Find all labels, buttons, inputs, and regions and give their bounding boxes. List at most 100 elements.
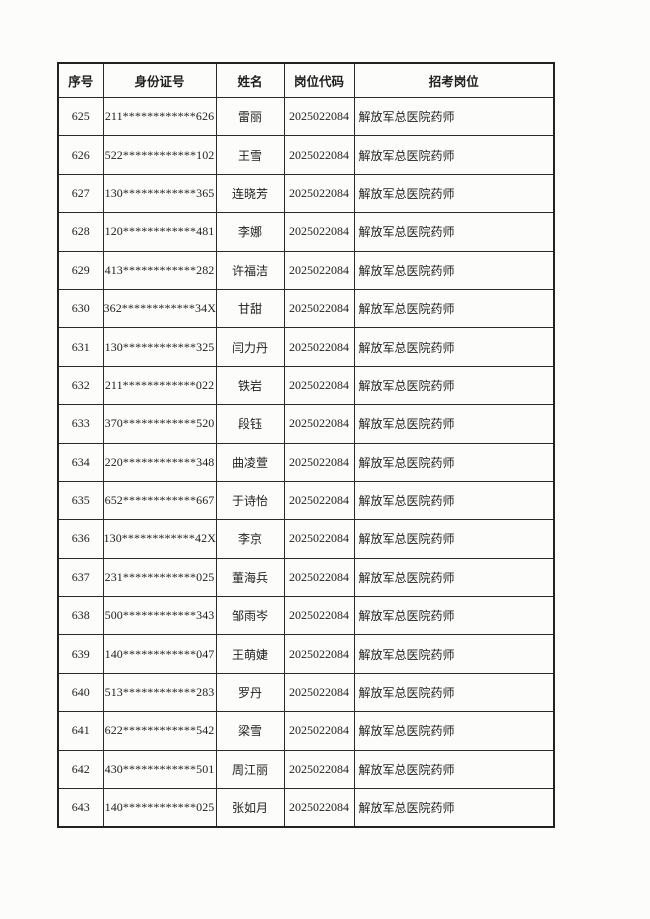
cell-job-code: 2025022084 <box>283 404 355 444</box>
cell-id-number: 430************501 <box>102 749 217 790</box>
cell-job-code: 2025022084 <box>283 365 355 406</box>
cell-serial: 635 <box>57 480 104 521</box>
cell-name: 周江丽 <box>215 749 285 790</box>
cell-job-code: 2025022084 <box>283 788 355 828</box>
cell-id-number: 140************025 <box>102 788 217 828</box>
table-header-row: 序号 身份证号 姓名 岗位代码 招考岗位 <box>57 62 555 98</box>
cell-serial: 633 <box>57 404 104 444</box>
cell-job-title: 解放军总医院药师 <box>353 365 555 406</box>
header-name: 姓名 <box>215 62 285 98</box>
cell-job-code: 2025022084 <box>283 519 355 559</box>
cell-job-title: 解放军总医院药师 <box>353 250 555 290</box>
cell-id-number: 362************34X <box>102 288 217 329</box>
cell-id-number: 413************282 <box>102 250 217 290</box>
cell-serial: 626 <box>57 135 104 175</box>
cell-job-title: 解放军总医院药师 <box>353 173 555 214</box>
cell-job-code: 2025022084 <box>283 442 355 482</box>
cell-serial: 632 <box>57 365 104 406</box>
cell-name: 连晓芳 <box>215 173 285 214</box>
cell-job-code: 2025022084 <box>283 327 355 367</box>
cell-name: 张如月 <box>215 788 285 828</box>
table-row: 640 513************283 罗丹 2025022084 解放军总医院药… <box>57 672 555 713</box>
cell-job-code: 2025022084 <box>283 672 355 713</box>
table-row: 641 622************542 梁雪 2025022084 解放军总医院药… <box>57 711 555 751</box>
cell-id-number: 130************325 <box>102 327 217 367</box>
cell-job-title: 解放军总医院药师 <box>353 442 555 482</box>
cell-job-code: 2025022084 <box>283 557 355 598</box>
table-row: 642 430************501 周江丽 2025022084 解放军总医院… <box>57 749 555 790</box>
cell-serial: 628 <box>57 212 104 252</box>
cell-job-code: 2025022084 <box>283 212 355 252</box>
cell-job-title: 解放军总医院药师 <box>353 788 555 828</box>
cell-name: 甘甜 <box>215 288 285 329</box>
cell-job-code: 2025022084 <box>283 634 355 674</box>
cell-serial: 641 <box>57 711 104 751</box>
cell-serial: 627 <box>57 173 104 214</box>
cell-job-code: 2025022084 <box>283 596 355 636</box>
cell-job-title: 解放军总医院药师 <box>353 212 555 252</box>
cell-job-title: 解放军总医院药师 <box>353 96 555 137</box>
cell-name: 于诗怡 <box>215 480 285 521</box>
cell-serial: 638 <box>57 596 104 636</box>
table-row: 632 211************022 铁岩 2025022084 解放军总医院药… <box>57 365 555 406</box>
cell-job-code: 2025022084 <box>283 711 355 751</box>
table-row: 638 500************343 邹雨岑 2025022084 解放军总医院… <box>57 596 555 636</box>
cell-name: 董海兵 <box>215 557 285 598</box>
cell-id-number: 622************542 <box>102 711 217 751</box>
table-row: 630 362************34X 甘甜 2025022084 解放军总医院药… <box>57 288 555 329</box>
cell-job-code: 2025022084 <box>283 480 355 521</box>
cell-job-title: 解放军总医院药师 <box>353 634 555 674</box>
header-job-title: 招考岗位 <box>353 62 555 98</box>
table-row: 637 231************025 董海兵 2025022084 解放军总医院… <box>57 557 555 598</box>
cell-serial: 636 <box>57 519 104 559</box>
cell-name: 闫力丹 <box>215 327 285 367</box>
cell-serial: 634 <box>57 442 104 482</box>
cell-name: 曲凌萱 <box>215 442 285 482</box>
cell-serial: 639 <box>57 634 104 674</box>
cell-name: 段钰 <box>215 404 285 444</box>
cell-job-title: 解放军总医院药师 <box>353 596 555 636</box>
cell-id-number: 130************365 <box>102 173 217 214</box>
cell-name: 许福洁 <box>215 250 285 290</box>
cell-job-title: 解放军总医院药师 <box>353 749 555 790</box>
cell-serial: 630 <box>57 288 104 329</box>
cell-id-number: 231************025 <box>102 557 217 598</box>
table-row: 629 413************282 许福洁 2025022084 解放军总医院… <box>57 250 555 290</box>
cell-id-number: 211************022 <box>102 365 217 406</box>
cell-serial: 640 <box>57 672 104 713</box>
cell-name: 李娜 <box>215 212 285 252</box>
cell-job-title: 解放军总医院药师 <box>353 557 555 598</box>
cell-serial: 637 <box>57 557 104 598</box>
cell-job-title: 解放军总医院药师 <box>353 135 555 175</box>
cell-name: 梁雪 <box>215 711 285 751</box>
table-row: 627 130************365 连晓芳 2025022084 解放军总医院… <box>57 173 555 214</box>
table-row: 628 120************481 李娜 2025022084 解放军总医院药… <box>57 212 555 252</box>
cell-name: 王萌婕 <box>215 634 285 674</box>
cell-name: 李京 <box>215 519 285 559</box>
cell-job-code: 2025022084 <box>283 173 355 214</box>
cell-id-number: 130************42X <box>102 519 217 559</box>
header-id-number: 身份证号 <box>102 62 217 98</box>
cell-serial: 643 <box>57 788 104 828</box>
cell-job-code: 2025022084 <box>283 96 355 137</box>
table-row: 643 140************025 张如月 2025022084 解放军总医院… <box>57 788 555 828</box>
cell-job-code: 2025022084 <box>283 288 355 329</box>
cell-serial: 631 <box>57 327 104 367</box>
cell-job-title: 解放军总医院药师 <box>353 480 555 521</box>
cell-job-title: 解放军总医院药师 <box>353 327 555 367</box>
cell-name: 邹雨岑 <box>215 596 285 636</box>
cell-name: 雷丽 <box>215 96 285 137</box>
header-job-code: 岗位代码 <box>283 62 355 98</box>
cell-id-number: 220************348 <box>102 442 217 482</box>
cell-serial: 642 <box>57 749 104 790</box>
table-row: 626 522************102 王雪 2025022084 解放军总医院药… <box>57 135 555 175</box>
cell-name: 铁岩 <box>215 365 285 406</box>
table-row: 631 130************325 闫力丹 2025022084 解放军总医院… <box>57 327 555 367</box>
table-row: 635 652************667 于诗怡 2025022084 解放军总医院… <box>57 480 555 521</box>
cell-job-code: 2025022084 <box>283 749 355 790</box>
applicant-roster-table: 序号 身份证号 姓名 岗位代码 招考岗位 625 211************6… <box>57 62 555 829</box>
cell-job-code: 2025022084 <box>283 250 355 290</box>
table-row: 636 130************42X 李京 2025022084 解放军总医院药… <box>57 519 555 559</box>
cell-name: 罗丹 <box>215 672 285 713</box>
